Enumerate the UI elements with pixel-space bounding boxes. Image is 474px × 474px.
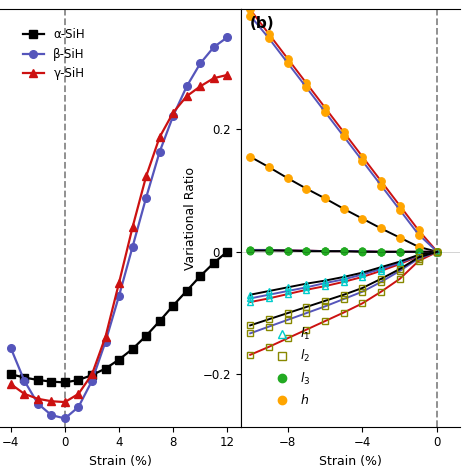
γ-SiH <box>89 372 95 377</box>
Text: (b): (b) <box>250 16 274 31</box>
α-SiH <box>116 357 122 363</box>
α-SiH <box>21 374 27 380</box>
α-SiH <box>48 379 54 384</box>
α-SiH <box>76 377 82 383</box>
β-SiH <box>211 44 217 50</box>
Line: β-SiH: β-SiH <box>7 34 231 422</box>
α-SiH <box>62 380 68 385</box>
α-SiH <box>225 249 230 255</box>
α-SiH <box>143 333 149 338</box>
β-SiH <box>35 401 41 407</box>
α-SiH <box>157 318 163 324</box>
Line: α-SiH: α-SiH <box>7 248 231 386</box>
γ-SiH <box>184 93 190 99</box>
Y-axis label: Variational Ratio: Variational Ratio <box>184 166 197 270</box>
β-SiH <box>143 195 149 201</box>
β-SiH <box>8 345 14 351</box>
γ-SiH <box>76 391 82 397</box>
α-SiH <box>130 346 136 352</box>
γ-SiH <box>35 396 41 401</box>
α-SiH <box>89 372 95 378</box>
α-SiH <box>103 365 109 371</box>
X-axis label: Strain (%): Strain (%) <box>319 455 382 468</box>
β-SiH <box>21 378 27 383</box>
γ-SiH <box>157 134 163 140</box>
α-SiH <box>8 372 14 377</box>
γ-SiH <box>21 391 27 397</box>
β-SiH <box>184 83 190 89</box>
β-SiH <box>48 412 54 418</box>
γ-SiH <box>211 75 217 81</box>
α-SiH <box>184 288 190 294</box>
γ-SiH <box>103 334 109 339</box>
γ-SiH <box>130 224 136 230</box>
Legend: α-SiH, β-SiH, γ-SiH: α-SiH, β-SiH, γ-SiH <box>18 24 90 85</box>
α-SiH <box>211 260 217 266</box>
β-SiH <box>170 113 176 118</box>
Line: γ-SiH: γ-SiH <box>7 71 231 406</box>
γ-SiH <box>197 83 203 89</box>
β-SiH <box>103 339 109 345</box>
β-SiH <box>62 416 68 421</box>
γ-SiH <box>170 109 176 115</box>
X-axis label: Strain (%): Strain (%) <box>89 455 152 468</box>
γ-SiH <box>116 280 122 285</box>
γ-SiH <box>225 72 230 78</box>
α-SiH <box>197 273 203 279</box>
β-SiH <box>89 378 95 383</box>
α-SiH <box>170 303 176 309</box>
γ-SiH <box>143 173 149 179</box>
Legend: $l_1$, $l_2$, $l_3$, $h$: $l_1$, $l_2$, $l_3$, $h$ <box>264 321 315 412</box>
β-SiH <box>157 149 163 155</box>
β-SiH <box>225 35 230 40</box>
β-SiH <box>130 244 136 249</box>
γ-SiH <box>62 399 68 405</box>
γ-SiH <box>48 399 54 404</box>
β-SiH <box>116 293 122 299</box>
β-SiH <box>76 404 82 410</box>
γ-SiH <box>8 381 14 387</box>
β-SiH <box>197 61 203 66</box>
α-SiH <box>35 377 41 383</box>
